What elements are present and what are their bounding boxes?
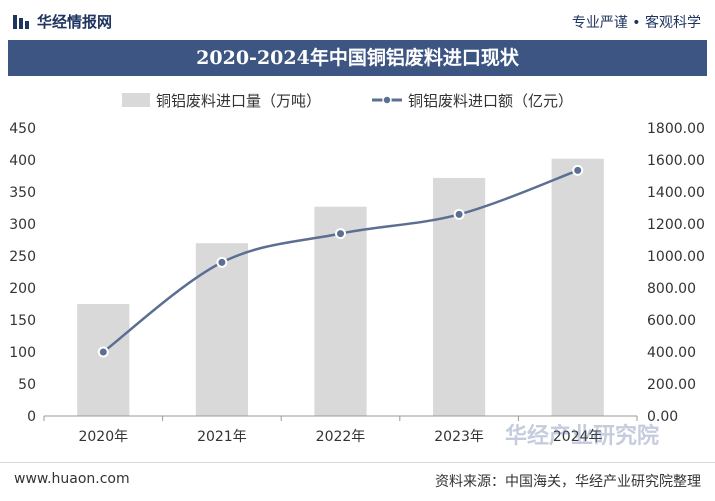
legend-line-marker [382,95,392,105]
line-point [335,228,346,240]
page-title: 2020-2024年中国铜铝废料进口现状 [196,47,519,69]
bar [77,304,130,416]
y-right-tick-label: 1800.00 [647,121,705,137]
line-point [97,346,109,358]
y-left-tick-label: 250 [9,249,36,265]
bar [195,243,248,416]
x-tick-label: 2021年 [197,429,247,445]
y-right-tick-label: 1400.00 [647,185,705,201]
title-bar: 2020-2024年中国铜铝废料进口现状 [8,40,707,76]
x-tick-label: 2024年 [553,429,603,445]
y-right-tick-label: 400.00 [647,345,696,361]
bar [314,206,367,416]
y-left-tick-label: 150 [9,313,36,329]
x-tick-label: 2020年 [78,429,128,445]
top-bar: 华经情报网 专业严谨 • 客观科学 [0,0,715,40]
y-left-tick-label: 0 [27,409,36,425]
y-left-tick-label: 50 [18,377,36,393]
x-tick-label: 2023年 [434,429,484,445]
chart: 铜铝废料进口量（万吨） 铜铝废料进口额（亿元） 0 50 100 150 200 250 300… [9,92,705,445]
website-link[interactable]: www.huaon.com [14,471,130,487]
y-left-tick-label: 300 [9,217,36,233]
y-right-tick-label: 200.00 [647,377,696,393]
legend-bar-label: 铜铝废料进口量（万吨） [156,92,321,110]
watermark-brand: 华经产业研究院 [505,424,660,449]
y-right-tick-label: 1000.00 [647,249,705,265]
y-right-tick-label: 600.00 [647,313,696,329]
y-left-tick-label: 200 [9,281,36,297]
line-point [572,164,584,176]
brand-logo-icon [13,14,29,29]
y-right-tick-label: 1600.00 [647,153,705,169]
y-left-tick-label: 450 [9,121,36,137]
bar [551,158,604,416]
source-note: 资料来源：中国海关，华经产业研究院整理 [435,474,701,490]
y-left-tick-label: 400 [9,153,36,169]
y-right-tick-label: 800.00 [647,281,696,297]
y-right-tick-label: 0.00 [647,409,678,425]
legend-bar-swatch [122,93,150,107]
footer: www.huaon.com 资料来源：中国海关，华经产业研究院整理 [0,462,715,501]
legend-line-label: 铜铝废料进口额（亿元） [408,92,573,110]
x-tick-label: 2022年 [316,429,366,445]
tagline: 专业严谨 • 客观科学 [571,15,701,31]
y-left-tick-label: 100 [9,345,36,361]
brand: 华经情报网 [12,11,112,32]
line-point [216,256,228,268]
y-left-tick-label: 350 [9,185,36,201]
line-point [453,208,465,220]
brand-name: 华经情报网 [37,13,113,31]
y-right-tick-label: 1200.00 [647,217,705,233]
